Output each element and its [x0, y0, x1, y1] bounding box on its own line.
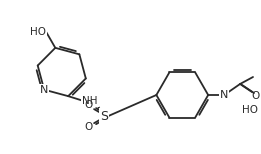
Text: N: N	[40, 85, 48, 95]
Text: O: O	[84, 122, 92, 132]
Text: HO: HO	[242, 105, 258, 115]
Text: N: N	[220, 90, 228, 100]
Text: NH: NH	[82, 96, 98, 106]
Text: O: O	[84, 100, 92, 110]
Text: O: O	[252, 91, 260, 101]
Text: HO: HO	[30, 27, 46, 37]
Text: S: S	[100, 110, 108, 123]
